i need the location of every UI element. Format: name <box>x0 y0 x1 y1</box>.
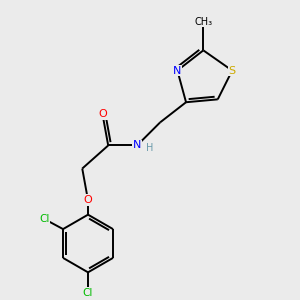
Text: N: N <box>133 140 141 151</box>
Text: N: N <box>173 65 182 76</box>
Text: Cl: Cl <box>83 287 93 298</box>
Text: CH₃: CH₃ <box>194 16 212 26</box>
Text: H: H <box>146 143 154 153</box>
Text: S: S <box>229 65 236 76</box>
Text: O: O <box>98 109 107 119</box>
Text: O: O <box>84 195 92 205</box>
Text: Cl: Cl <box>39 214 50 224</box>
